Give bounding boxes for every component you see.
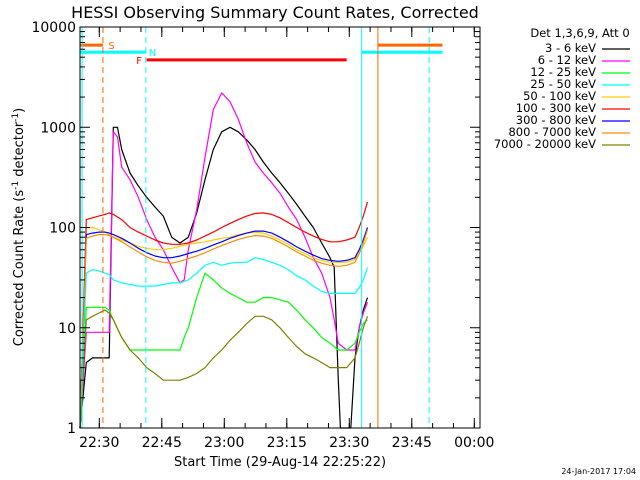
series-line-6 (79, 227, 369, 429)
series-line-4 (79, 226, 369, 429)
vline-layer (81, 27, 430, 428)
y-tick-label: 100 (49, 221, 76, 237)
series-line-0 (79, 126, 369, 429)
timestamp: 24-Jan-2017 17:04 (561, 467, 636, 476)
flag-label: S (108, 41, 114, 52)
flag-label: N (149, 48, 156, 59)
x-axis-label: Start Time (29-Aug-14 22:25:22) (174, 455, 386, 470)
legend-label: 3 - 6 keV (545, 41, 596, 55)
legend-label: 6 - 12 keV (538, 53, 596, 67)
legend-label: 7000 - 20000 keV (494, 137, 596, 151)
legend-label: 800 - 7000 keV (508, 125, 596, 139)
x-tick-label: 22:30 (79, 435, 119, 451)
series-line-7 (79, 229, 369, 429)
series-line-8 (79, 309, 369, 429)
series-line-2 (79, 272, 368, 429)
series-layer (79, 92, 369, 429)
x-tick-label: 23:30 (329, 435, 369, 451)
y-tick-label: 10000 (31, 20, 76, 36)
x-tick-label: 23:00 (204, 435, 244, 451)
legend-label: 300 - 800 keV (516, 113, 596, 127)
legend-label: 12 - 25 keV (530, 65, 596, 79)
y-tick-label: 1 (67, 421, 76, 437)
legend-header: Det 1,3,6,9, Att 0 (530, 26, 629, 40)
axis-layer: 1 10 100 1000 10000 22:30 22:45 23:00 23:15 23:30… (31, 20, 494, 451)
legend-label: 100 - 300 keV (516, 101, 596, 115)
series-line-1 (79, 92, 369, 429)
plot-frame (79, 26, 481, 429)
y-tick-label: 10 (58, 321, 76, 337)
chart-title: HESSI Observing Summary Count Rates, Cor… (71, 3, 479, 22)
x-tick-label: 00:00 (454, 435, 494, 451)
legend-label: 25 - 50 keV (530, 77, 596, 91)
legend-label: 50 - 100 keV (523, 89, 596, 103)
flag-label: F (136, 56, 142, 67)
y-tick-label: 1000 (40, 120, 76, 136)
x-tick-label: 23:15 (267, 435, 307, 451)
flag-layer: S NF (80, 41, 443, 67)
y-axis-label: Corrected Count Rate (s-1 detector-1) (11, 108, 27, 346)
series-line-3 (79, 257, 369, 429)
x-tick-label: 22:45 (142, 435, 182, 451)
series-line-5 (79, 201, 369, 429)
x-tick-label: 23:45 (392, 435, 432, 451)
